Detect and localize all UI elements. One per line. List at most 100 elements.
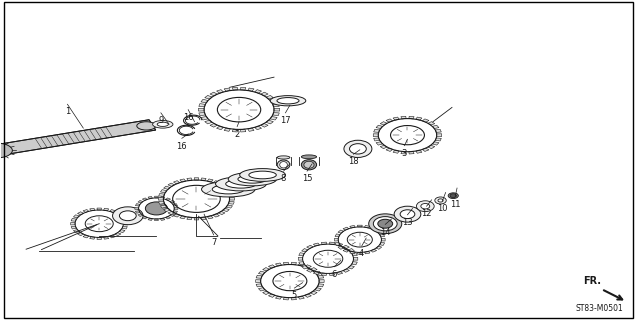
Polygon shape [422, 148, 429, 151]
Text: 13: 13 [402, 218, 413, 227]
Polygon shape [343, 269, 350, 272]
Ellipse shape [435, 197, 447, 204]
Polygon shape [275, 263, 282, 266]
Polygon shape [199, 104, 205, 107]
Polygon shape [161, 218, 165, 220]
Polygon shape [199, 113, 205, 116]
Polygon shape [352, 253, 357, 256]
Ellipse shape [153, 121, 173, 128]
Polygon shape [401, 116, 406, 119]
Polygon shape [298, 296, 304, 299]
Polygon shape [218, 211, 225, 215]
Polygon shape [122, 219, 127, 221]
Polygon shape [83, 235, 89, 238]
Polygon shape [217, 126, 224, 130]
Polygon shape [306, 245, 313, 249]
Text: 14: 14 [380, 228, 390, 236]
Polygon shape [159, 202, 164, 204]
Polygon shape [409, 116, 414, 119]
Polygon shape [329, 242, 335, 244]
Polygon shape [122, 226, 127, 229]
Polygon shape [273, 104, 279, 107]
Polygon shape [233, 129, 238, 132]
Ellipse shape [249, 171, 276, 179]
Ellipse shape [212, 185, 244, 194]
Polygon shape [266, 95, 273, 99]
Polygon shape [148, 196, 152, 199]
Polygon shape [201, 217, 206, 220]
Polygon shape [97, 208, 101, 210]
Polygon shape [115, 212, 121, 215]
Polygon shape [159, 198, 164, 200]
Polygon shape [241, 87, 246, 90]
Ellipse shape [400, 210, 415, 219]
Polygon shape [376, 246, 382, 249]
Polygon shape [248, 128, 254, 131]
Ellipse shape [240, 169, 285, 181]
Polygon shape [266, 120, 273, 124]
Polygon shape [210, 92, 217, 96]
Polygon shape [306, 269, 313, 272]
Polygon shape [376, 142, 383, 145]
Polygon shape [90, 236, 95, 239]
Polygon shape [256, 284, 262, 287]
Polygon shape [386, 119, 392, 122]
Polygon shape [310, 268, 317, 271]
Polygon shape [428, 145, 435, 149]
Polygon shape [357, 225, 362, 227]
Polygon shape [104, 236, 109, 239]
Polygon shape [382, 238, 385, 241]
Ellipse shape [417, 201, 434, 212]
Polygon shape [338, 230, 343, 233]
Polygon shape [343, 227, 349, 230]
Polygon shape [313, 243, 320, 246]
Polygon shape [283, 297, 289, 300]
Polygon shape [409, 151, 414, 154]
Polygon shape [124, 222, 128, 225]
Text: 17: 17 [280, 116, 290, 125]
Polygon shape [298, 257, 303, 260]
Ellipse shape [369, 214, 402, 234]
Polygon shape [350, 251, 355, 254]
Polygon shape [142, 198, 147, 201]
Polygon shape [261, 124, 268, 127]
Text: 7: 7 [211, 238, 217, 247]
Ellipse shape [301, 160, 317, 170]
Polygon shape [73, 230, 80, 233]
Polygon shape [262, 268, 269, 271]
Ellipse shape [277, 98, 299, 104]
Polygon shape [201, 99, 208, 103]
Ellipse shape [421, 204, 430, 209]
Polygon shape [194, 218, 199, 220]
Polygon shape [422, 119, 429, 122]
Polygon shape [301, 249, 308, 252]
Polygon shape [161, 205, 167, 208]
Ellipse shape [277, 156, 290, 159]
Polygon shape [174, 207, 178, 210]
Polygon shape [386, 148, 392, 151]
Polygon shape [380, 122, 387, 125]
Polygon shape [73, 215, 80, 218]
Polygon shape [304, 265, 311, 268]
Text: 16: 16 [183, 113, 194, 122]
Polygon shape [261, 92, 268, 96]
Polygon shape [83, 210, 89, 212]
Polygon shape [268, 265, 275, 268]
Polygon shape [364, 251, 370, 254]
Ellipse shape [119, 211, 136, 221]
Polygon shape [262, 291, 269, 295]
Polygon shape [226, 205, 233, 208]
Ellipse shape [394, 206, 421, 222]
Text: 8: 8 [281, 174, 286, 183]
Polygon shape [319, 280, 324, 283]
Ellipse shape [378, 219, 392, 228]
Polygon shape [416, 117, 422, 120]
Text: 16: 16 [176, 141, 187, 150]
Ellipse shape [270, 96, 306, 106]
Polygon shape [226, 190, 233, 193]
Polygon shape [304, 294, 311, 297]
Polygon shape [170, 200, 175, 203]
Polygon shape [380, 145, 387, 149]
Polygon shape [374, 129, 380, 132]
Polygon shape [224, 88, 231, 91]
